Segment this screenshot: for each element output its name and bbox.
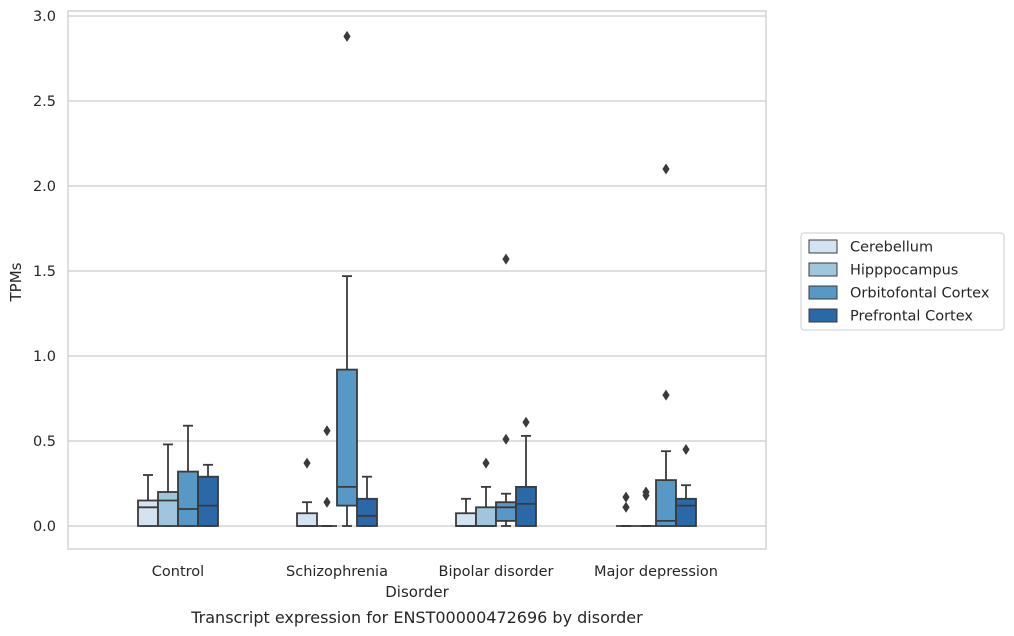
y-tick-label: 3.0 (33, 9, 56, 25)
box-hipppocampus-1 (317, 425, 337, 527)
legend-label: Orbitofontal Cortex (850, 286, 990, 302)
outlier-point (303, 457, 311, 469)
box-body (197, 475, 219, 527)
box-cerebellum-3 (616, 491, 636, 527)
x-tick-label: Bipolar disorder (439, 564, 554, 580)
legend-label: Cerebellum (850, 240, 933, 256)
legend: Cerebellum Hipppocampus Orbitofontal Corte… (800, 232, 1005, 331)
box-body (655, 479, 677, 527)
y-axis-label: TPMs (7, 262, 25, 302)
outlier-point (323, 425, 331, 437)
box-orbitofontal-cortex-3 (655, 163, 677, 527)
outlier-point (662, 163, 670, 175)
x-axis-label: Disorder (385, 583, 449, 601)
outlier-point (642, 486, 650, 498)
outlier-point (662, 389, 670, 401)
box-cerebellum-1 (296, 457, 318, 527)
outlier-point (502, 433, 510, 445)
x-tick-label: Major depression (594, 564, 718, 580)
x-tick-labels: Control Schizophrenia Bipolar disorder Majo… (152, 564, 718, 580)
outlier-point (622, 501, 630, 513)
y-tick-label: 2.0 (33, 179, 56, 195)
box-plots (137, 30, 697, 527)
legend-label: Prefrontal Cortex (850, 309, 973, 325)
box-body (455, 512, 477, 527)
outlier-point (682, 444, 690, 455)
y-tick-label: 0.0 (33, 519, 56, 535)
box-body (495, 501, 517, 522)
grid-lines (68, 15, 766, 527)
legend-swatch (808, 262, 838, 277)
box-prefrontal-cortex-2 (515, 416, 537, 527)
legend-frame (800, 232, 1005, 331)
y-tick-label: 1.5 (33, 264, 56, 280)
box-hipppocampus-3 (636, 486, 656, 527)
y-tick-label: 2.5 (33, 94, 56, 110)
outlier-point (502, 253, 510, 265)
box-body (336, 368, 358, 507)
box-orbitofontal-cortex-1 (336, 30, 358, 527)
plot-background (68, 11, 766, 549)
outlier-point (522, 416, 530, 428)
box-prefrontal-cortex-3 (675, 444, 697, 527)
box-body (675, 497, 697, 527)
box-body (177, 470, 199, 527)
box-body (137, 499, 159, 527)
box-prefrontal-cortex-1 (356, 475, 378, 527)
box-prefrontal-cortex-0 (197, 463, 219, 527)
legend-swatch (808, 239, 838, 254)
box-cerebellum-2 (455, 497, 477, 527)
chart-caption: Transcript expression for ENST0000047269… (190, 608, 643, 627)
plot-frame (67, 10, 767, 550)
box-body (515, 485, 537, 527)
outlier-point (482, 457, 490, 469)
box-cerebellum-0 (137, 474, 159, 527)
outlier-point (622, 491, 630, 503)
box-body (157, 491, 179, 527)
box-orbitofontal-cortex-2 (495, 253, 517, 527)
outlier-point (343, 30, 351, 42)
outlier-point (323, 496, 331, 508)
y-tick-labels: 0.0 0.5 1.0 1.5 2.0 2.5 3.0 (33, 9, 56, 535)
box-body (475, 506, 497, 527)
box-hipppocampus-2 (475, 457, 497, 527)
x-tick-label: Control (152, 564, 204, 580)
box-body (356, 497, 378, 527)
legend-label: Hipppocampus (850, 263, 958, 279)
y-tick-label: 0.5 (33, 434, 56, 450)
box-body (296, 512, 318, 527)
box-orbitofontal-cortex-0 (177, 424, 199, 527)
legend-swatch (808, 308, 838, 323)
y-tick-label: 1.0 (33, 349, 56, 365)
legend-swatch (808, 285, 838, 300)
x-tick-label: Schizophrenia (286, 564, 388, 580)
